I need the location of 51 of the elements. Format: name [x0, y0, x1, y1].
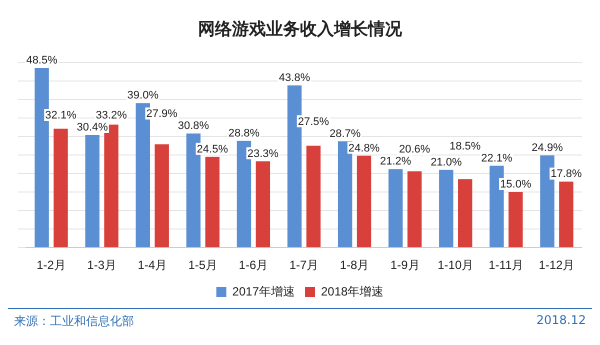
data-label: 21.0% [430, 156, 462, 168]
x-tick-label: 1-6月 [238, 258, 268, 272]
legend-label: 2018年增速 [321, 284, 384, 298]
x-tick-label: 1-7月 [289, 258, 319, 272]
chart-title: 网络游戏业务收入增长情况 [198, 20, 403, 40]
bar [407, 171, 422, 248]
data-label: 30.4% [76, 122, 108, 134]
data-label: 28.7% [329, 128, 361, 140]
bar [559, 182, 574, 248]
source-note: 来源：工业和信息化部 [14, 313, 134, 330]
data-label: 18.5% [450, 140, 481, 152]
data-label: 48.5% [26, 54, 58, 66]
x-tick-label: 1-4月 [138, 258, 168, 272]
bar [356, 156, 372, 248]
text: 2018.12 [536, 313, 586, 329]
data-label: 39.0% [127, 90, 159, 102]
data-label: 23.3% [247, 148, 279, 160]
bar [439, 170, 454, 248]
data-label: 21.2% [380, 156, 412, 168]
data-label: 24.8% [348, 142, 380, 154]
bar [256, 161, 270, 248]
bar [458, 179, 472, 248]
bar [508, 192, 523, 248]
data-label: 20.6% [398, 144, 430, 156]
data-label: 24.9% [532, 142, 564, 154]
data-label: 24.5% [196, 143, 228, 156]
x-tick-label: 1-2月 [36, 258, 66, 272]
data-label: 43.8% [278, 72, 310, 84]
legend-label: 2017年增速 [232, 284, 296, 298]
data-label: 17.8% [550, 168, 582, 180]
data-label: 15.0% [500, 178, 532, 191]
x-tick-label: 1-3月 [87, 258, 116, 272]
bar [154, 144, 169, 248]
bar [388, 169, 403, 248]
bar [306, 146, 321, 248]
x-tick-label: 1-9月 [390, 258, 420, 272]
data-label: 33.2% [96, 110, 128, 122]
x-tick-label: 1-5月 [188, 258, 218, 272]
bar [85, 135, 100, 248]
data-label: 27.9% [146, 108, 178, 120]
x-tick-label: 1-8月 [340, 258, 370, 272]
data-label: 32.1% [45, 110, 77, 122]
data-label: 22.1% [481, 152, 513, 164]
x-tick-label: 1-11月 [488, 258, 524, 272]
data-label: 28.8% [228, 127, 260, 140]
bar [54, 128, 68, 248]
data-label: 27.5% [298, 116, 330, 128]
x-tick-label: 1-10月 [438, 258, 474, 272]
x-tick-label: 1-12月 [538, 258, 575, 272]
bar [205, 156, 220, 248]
data-label: 30.8% [178, 120, 210, 132]
